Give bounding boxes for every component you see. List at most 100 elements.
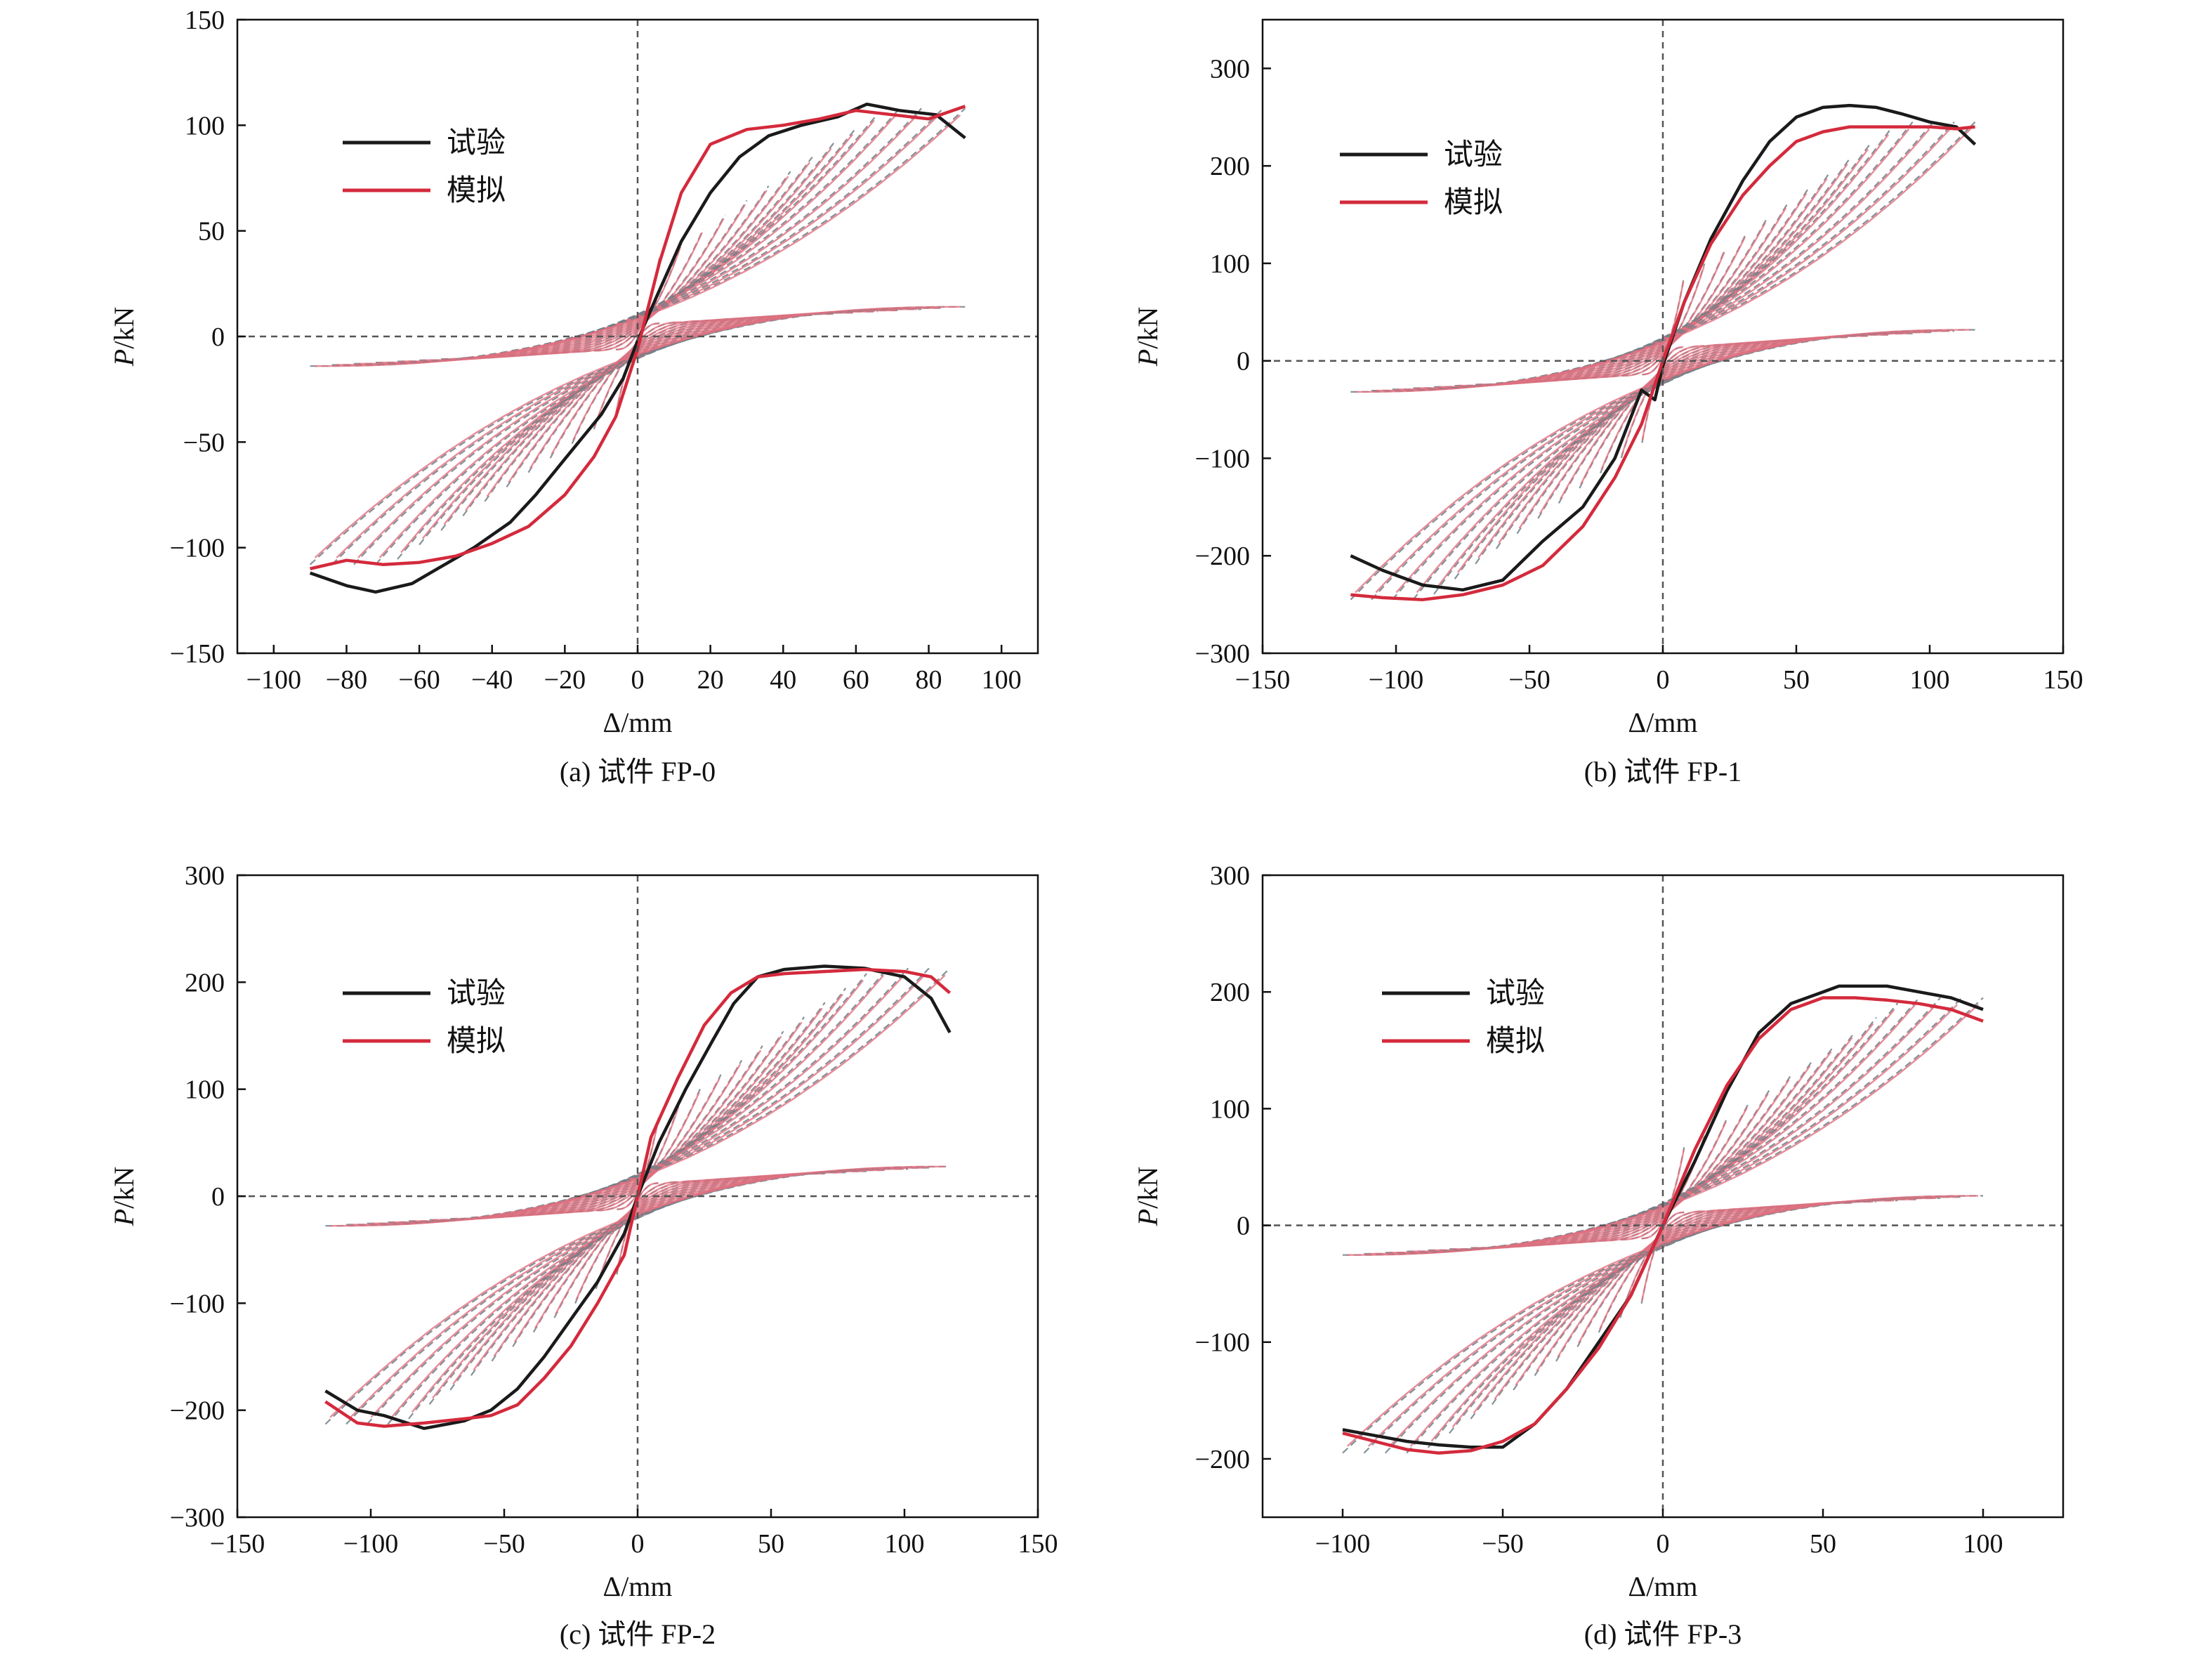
y-tick-label: 100 — [1210, 249, 1250, 279]
x-tick-label: 50 — [1810, 1529, 1836, 1559]
y-tick-label: −200 — [1195, 542, 1250, 571]
panel-1: −150 −100 −50 0 50 100 150 −300 −200 −100 0 100 200 3… — [1132, 18, 2083, 787]
x-axis-title: Δ/mm — [1628, 707, 1697, 738]
panel-caption: (d) 试件 FP-3 — [1584, 1618, 1742, 1650]
sim-cycle-upper — [1601, 251, 1725, 378]
sim-cycle-upper — [1621, 266, 1705, 377]
y-tick-label: 200 — [185, 968, 225, 997]
sim-cycle-upper — [330, 974, 946, 1227]
x-tick-label: −50 — [1482, 1529, 1523, 1559]
y-axis-title: P/kN — [1132, 307, 1164, 367]
y-tick-label: 0 — [1237, 1212, 1250, 1241]
y-tick-label: 300 — [1210, 54, 1250, 84]
x-tick-label: −100 — [246, 665, 301, 695]
sim-cycle-upper — [1515, 1065, 1811, 1247]
y-tick-label: −100 — [170, 534, 225, 563]
y-tick-label: 100 — [185, 1075, 225, 1105]
sim-cycle-upper — [576, 1092, 700, 1213]
x-tick-label: 100 — [885, 1529, 925, 1559]
x-axis-title: Δ/mm — [603, 1571, 672, 1602]
legend-label-test: 试验 — [1486, 977, 1545, 1010]
test-cycle-lower — [324, 1165, 950, 1425]
panel-0: −100 −80 −60 −40 −20 0 20 40 60 80 100 −150 −100 −50 0… — [108, 6, 1039, 787]
x-tick-label: −150 — [210, 1529, 265, 1559]
x-tick-label: 100 — [1910, 665, 1950, 695]
test-cycle-lower — [1363, 1196, 1962, 1454]
x-tick-label: −80 — [326, 665, 367, 695]
x-tick-label: 80 — [916, 665, 942, 695]
sim-cycle-lower — [314, 306, 961, 558]
sim-cycle-upper — [487, 176, 789, 358]
y-tick-label: −50 — [183, 428, 225, 457]
y-tick-label: −200 — [170, 1396, 225, 1426]
x-tick-label: 0 — [1657, 1529, 1670, 1559]
y-tick-label: −100 — [170, 1289, 225, 1318]
x-tick-label: 100 — [1963, 1529, 2003, 1559]
panel-2: −150 −100 −50 0 50 100 150 −300 −200 −100 0 100 200 3… — [108, 861, 1058, 1650]
y-tick-label: 0 — [211, 322, 225, 352]
test-cycle-upper — [345, 967, 930, 1226]
x-tick-label: −50 — [483, 1529, 525, 1559]
x-tick-label: −100 — [1315, 1529, 1370, 1559]
y-tick-label: 300 — [185, 861, 225, 891]
x-tick-label: 20 — [697, 665, 724, 695]
sim-cycle-upper — [555, 1078, 720, 1214]
x-tick-label: −50 — [1508, 665, 1550, 695]
test-cycle-lower — [491, 1175, 784, 1362]
y-tick-label: 100 — [185, 111, 225, 140]
x-tick-label: −20 — [544, 665, 586, 695]
legend-label-test: 试验 — [447, 977, 506, 1010]
x-tick-label: 150 — [2043, 665, 2083, 695]
x-tick-label: −100 — [1369, 665, 1423, 695]
y-tick-label: 100 — [1210, 1094, 1250, 1124]
y-tick-label: −100 — [1195, 1328, 1250, 1358]
sim-cycle-upper — [1347, 1004, 1980, 1256]
sim-cycle-lower — [1599, 1209, 1726, 1330]
legend-label-sim: 模拟 — [1444, 187, 1503, 219]
panel-3: −100 −50 0 50 100 −200 −100 0 100 200 300 Δ/mm P/kN (… — [1132, 861, 2065, 1650]
sim-cycle-lower — [513, 1176, 761, 1343]
y-tick-label: −100 — [1195, 444, 1250, 473]
y-tick-label: 200 — [1210, 978, 1250, 1007]
sim-cycle-upper — [315, 114, 961, 367]
y-axis-title: P/kN — [1132, 1167, 1164, 1226]
y-tick-label: 150 — [185, 6, 225, 35]
legend-label-test: 试验 — [447, 126, 506, 159]
sim-cycle-lower — [1498, 337, 1827, 544]
y-axis-title: P/kN — [108, 307, 140, 367]
sim-cycle-lower — [1578, 1207, 1747, 1344]
x-tick-label: −60 — [398, 665, 440, 695]
panel-caption: (b) 试件 FP-1 — [1584, 756, 1742, 787]
x-tick-label: 0 — [631, 665, 645, 695]
x-tick-label: −100 — [343, 1529, 398, 1559]
x-tick-label: 0 — [1657, 665, 1670, 695]
x-tick-label: −150 — [1235, 665, 1290, 695]
legend-label-sim: 模拟 — [447, 1026, 506, 1058]
legend-label-sim: 模拟 — [1486, 1026, 1545, 1058]
sim-cycle-lower — [493, 1175, 782, 1357]
sim-cycle-lower — [1346, 1195, 1979, 1447]
sim-cycle-upper — [534, 1063, 742, 1215]
x-axis-title: Δ/mm — [603, 707, 672, 738]
x-tick-label: 0 — [631, 1529, 645, 1559]
panel-caption: (c) 试件 FP-2 — [560, 1618, 716, 1650]
y-axis-title: P/kN — [108, 1167, 140, 1226]
y-tick-label: 200 — [1210, 152, 1250, 181]
y-tick-label: 0 — [211, 1182, 225, 1212]
y-tick-label: −300 — [170, 1503, 225, 1533]
x-tick-label: 150 — [1018, 1529, 1058, 1559]
x-tick-label: −40 — [471, 665, 513, 695]
x-axis-title: Δ/mm — [1628, 1571, 1697, 1602]
y-tick-label: −300 — [1195, 639, 1250, 669]
sim-cycle-upper — [1355, 129, 1971, 393]
x-tick-label: 60 — [843, 665, 869, 695]
y-tick-label: −150 — [170, 639, 225, 669]
legend-label-test: 试验 — [1444, 138, 1503, 171]
x-tick-label: 50 — [1783, 665, 1810, 695]
test-cycle-upper — [1470, 1031, 1856, 1249]
